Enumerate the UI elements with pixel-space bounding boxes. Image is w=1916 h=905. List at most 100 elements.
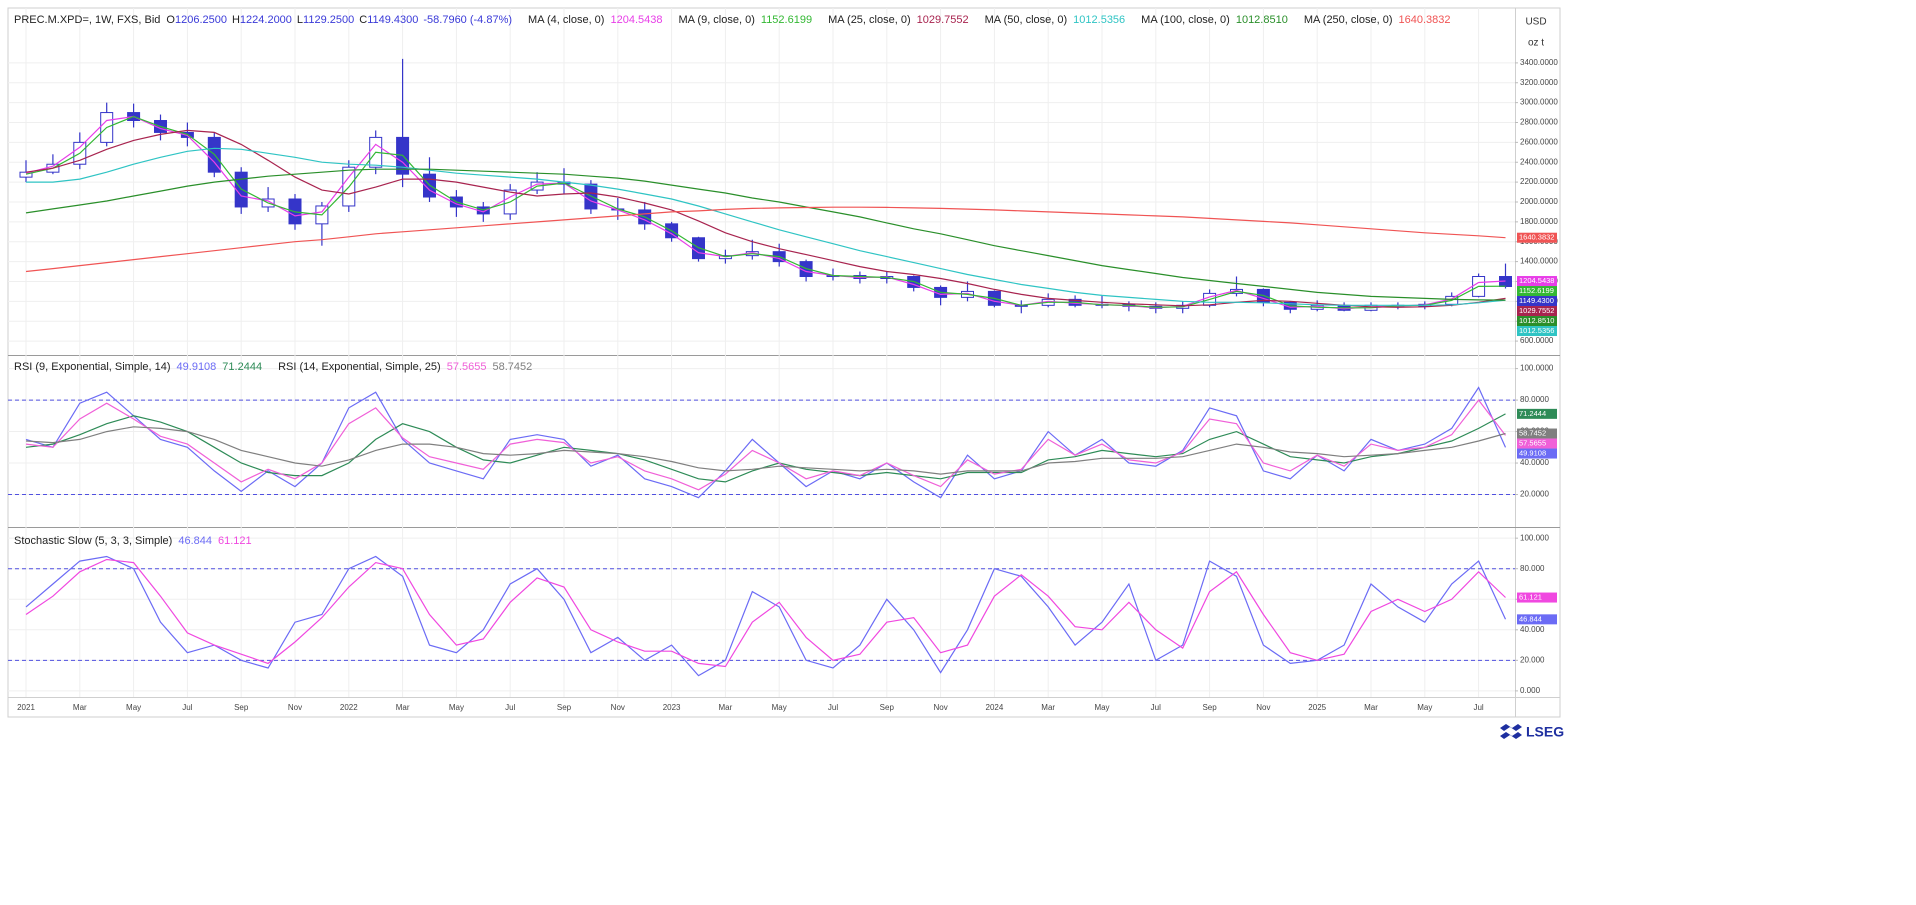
legend-value: 61.121 [218,535,252,547]
marks-layer [19,58,1512,677]
price-box-label: 58.7452 [1519,429,1546,438]
price-box-label: 1012.8510 [1519,316,1554,325]
x-tick-label: May [449,703,464,712]
price-box-label: 1029.7552 [1519,306,1554,315]
x-tick-label: Nov [933,703,947,712]
x-tick-label: Mar [1364,703,1378,712]
price-box [1517,326,1557,337]
change: -58.7960 (-4.87%) [423,14,512,26]
legend-value: 71.2444 [222,361,262,373]
price-box-label: 61.121 [1519,593,1542,602]
y-tick-label: 100.000 [1520,533,1549,542]
price-box-label: 46.844 [1519,614,1542,623]
quote-value: 1149.4300 [367,14,418,26]
logo-icon [1500,724,1522,739]
x-tick-label: Mar [719,703,733,712]
y-tick-label: 3400.0000 [1520,58,1558,67]
quote-label: L [297,14,303,26]
quote-value: 1129.2500 [303,14,354,26]
x-tick-label: Mar [396,703,410,712]
y-tick-label: 0.000 [1520,686,1541,695]
quote-label: C [359,14,367,26]
quote-value: 1206.2500 [175,14,227,26]
logo: LSEG [1500,724,1564,740]
legend-value: 58.7452 [492,361,532,373]
x-tick-label: 2023 [663,703,681,712]
logo-text: LSEG [1526,724,1564,740]
x-tick-label: Sep [880,703,895,712]
price-box [1517,286,1557,297]
x-tick-label: Jul [505,703,515,712]
legend-value: 1204.5438 [610,14,662,26]
y-tick-label: 20.000 [1520,655,1545,664]
price-box [1517,232,1557,243]
y-tick-label: 2200.0000 [1520,177,1558,186]
y-tick-label: 3200.0000 [1520,78,1558,87]
x-tick-label: May [1417,703,1432,712]
x-tick-label: Sep [234,703,249,712]
price-box-label: 1149.4300 [1519,296,1554,305]
x-tick-label: 2022 [340,703,358,712]
legend-name: MA (9, close, 0) [678,14,754,26]
x-tick-label: 2024 [986,703,1004,712]
x-tick-label: Jul [1151,703,1161,712]
indicator-line [25,413,1506,483]
y-tick-label: 100.0000 [1520,364,1554,373]
x-tick-label: May [126,703,141,712]
y-tick-label: 40.0000 [1520,458,1549,467]
legend-name: MA (50, close, 0) [985,14,1068,26]
y-tick-label: 1800.0000 [1520,217,1558,226]
legend-value: 49.9108 [177,361,217,373]
legend-name: MA (100, close, 0) [1141,14,1230,26]
grid-layer [8,8,1518,697]
y-tick-label: 20.0000 [1520,490,1549,499]
price-box-label: 1640.3832 [1519,233,1554,242]
x-tick-label: Jul [1473,703,1483,712]
x-tick-label: 2025 [1308,703,1326,712]
indicator-line [25,129,1506,308]
legend-value: 1029.7552 [917,14,969,26]
y-tick-label: 80.0000 [1520,395,1549,404]
price-box-label: 1152.6199 [1519,286,1554,295]
y-tick-label: 2600.0000 [1520,137,1558,146]
indicator-line [25,399,1506,491]
legend-value: 1152.6199 [761,14,812,26]
y-tick-label: 2400.0000 [1520,157,1558,166]
x-tick-label: Mar [1041,703,1055,712]
price-box-label: 1204.5438 [1519,276,1554,285]
legend-name: RSI (9, Exponential, Simple, 14) [14,361,171,373]
x-tick-label: May [772,703,787,712]
x-tick-label: Nov [288,703,302,712]
price-box [1517,408,1557,419]
legend-name: MA (4, close, 0) [528,14,604,26]
legend-value: 1640.3832 [1398,14,1450,26]
price-box [1517,276,1557,287]
price-box [1517,438,1557,449]
y-tick-label: 2000.0000 [1520,197,1558,206]
quote-value: 1224.2000 [240,14,292,26]
indicator-line [26,147,1506,306]
price-box [1517,306,1557,317]
x-tick-label: Jul [182,703,192,712]
y-tick-label: 1400.0000 [1520,257,1558,266]
price-box-label: 49.9108 [1519,449,1546,458]
price-box [1517,592,1557,603]
labels-layer: 2021 Mar May Jul Sep Nov 2022 Mar May Jul Sep Nov 20… [14,14,1558,712]
currency: USD [1525,17,1546,28]
y-tick-label: 3000.0000 [1520,98,1558,107]
legend-name: RSI (14, Exponential, Simple, 25) [278,361,441,373]
quote-label: H [232,14,240,26]
x-tick-label: Nov [1256,703,1270,712]
legend-value: 1012.8510 [1236,14,1288,26]
legend-value: 1012.5356 [1073,14,1125,26]
indicator-line [25,115,1506,309]
legend-name: MA (250, close, 0) [1304,14,1393,26]
legend-value: 46.844 [178,535,212,547]
price-box [1517,428,1557,439]
x-tick-label: Nov [611,703,625,712]
price-box-label: 57.5655 [1519,439,1546,448]
indicator-line [25,558,1506,668]
price-box [1517,296,1557,307]
